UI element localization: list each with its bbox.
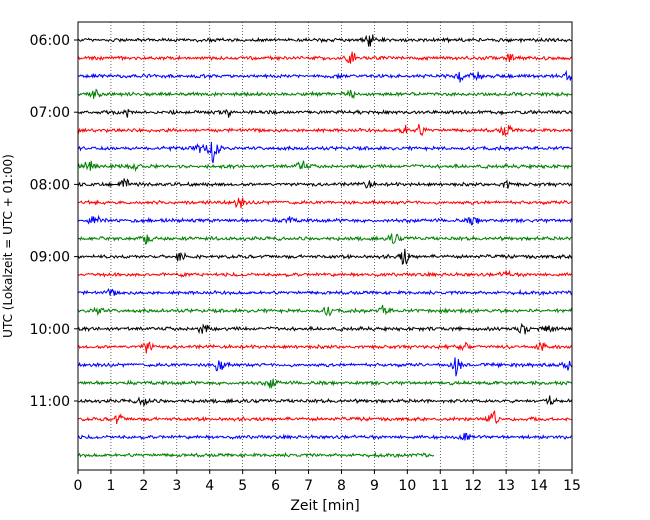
x-tick-label: 3: [172, 478, 181, 494]
trace-0800: [77, 178, 573, 189]
seismic-traces: [77, 34, 573, 459]
plot-frame: [77, 21, 573, 471]
y-tick-label: 06:00: [30, 33, 70, 49]
x-tick-label: 0: [74, 478, 83, 494]
x-tick-label: 9: [370, 478, 379, 494]
x-tick-label: 7: [304, 478, 313, 494]
trace-0745: [77, 160, 573, 173]
x-tick-label: 14: [530, 478, 548, 494]
y-tick-label: 09:00: [30, 250, 70, 266]
y-axis-label: UTC (Lokalzeit = UTC + 01:00): [1, 154, 15, 338]
trace-0700: [77, 108, 573, 118]
trace-0630: [77, 69, 573, 83]
trace-0930: [77, 287, 573, 296]
trace-0915: [77, 269, 573, 278]
trace-1045: [77, 378, 573, 389]
x-tick-label: 10: [398, 478, 416, 494]
x-tick-label: 12: [464, 478, 482, 494]
y-axis-ticks: 06:00 07:00 08:00 09:00 10:00 11:00: [30, 33, 78, 410]
x-tick-label: 2: [139, 478, 148, 494]
trace-1130: [77, 432, 573, 441]
trace-0845: [77, 232, 573, 245]
trace-0615: [77, 51, 573, 64]
trace-0900: [77, 248, 573, 265]
trace-0715: [77, 124, 573, 137]
x-axis-ticks: 0 1 2 3 4 5 6 7 8 9 10 11 12 13 14 15: [74, 470, 581, 494]
x-tick-label: 6: [271, 478, 280, 494]
trace-1000: [77, 322, 573, 335]
y-tick-label: 08:00: [30, 177, 70, 193]
trace-0945: [77, 304, 573, 317]
trace-1015: [77, 341, 573, 354]
x-tick-label: 4: [205, 478, 214, 494]
trace-0815: [77, 197, 573, 209]
x-tick-label: 13: [497, 478, 515, 494]
y-tick-label: 11:00: [30, 394, 70, 410]
x-tick-label: 15: [563, 478, 581, 494]
y-tick-label: 10:00: [30, 322, 70, 338]
x-tick-label: 1: [106, 478, 115, 494]
trace-0730: [77, 141, 573, 164]
x-tick-label: 8: [337, 478, 346, 494]
trace-1100: [77, 395, 573, 407]
trace-0830: [77, 214, 573, 226]
x-axis-label: Zeit [min]: [290, 498, 359, 514]
x-tick-label: 11: [431, 478, 449, 494]
y-tick-label: 07:00: [30, 105, 70, 121]
trace-0645: [77, 88, 573, 100]
trace-0600: [77, 34, 573, 47]
trace-1030: [77, 357, 573, 377]
x-tick-label: 5: [238, 478, 247, 494]
trace-1145: [77, 451, 435, 459]
trace-1115: [77, 409, 573, 425]
